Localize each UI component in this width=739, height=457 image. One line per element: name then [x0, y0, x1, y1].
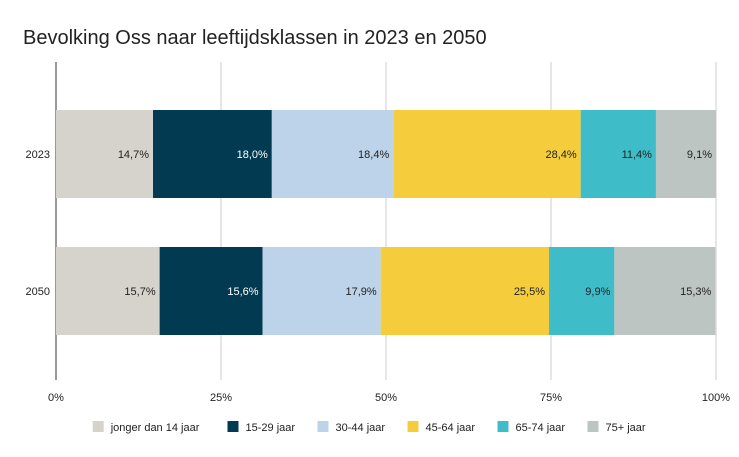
data-label: 11,4% — [622, 149, 653, 161]
legend-swatch — [497, 421, 509, 432]
bar-segment — [549, 247, 615, 335]
data-label: 17,9% — [346, 286, 377, 298]
legend-label: 45-64 jaar — [426, 422, 476, 434]
bar-segment — [580, 110, 656, 198]
bar-segment — [655, 110, 716, 198]
x-tick-label: 0% — [48, 392, 64, 404]
x-tick-label: 25% — [210, 392, 232, 404]
bar-segment — [153, 110, 272, 198]
legend-swatch — [407, 421, 419, 432]
data-label: 28,4% — [545, 149, 576, 161]
legend-swatch — [92, 421, 104, 432]
bar-segment — [56, 110, 154, 198]
bar-segment — [56, 247, 160, 335]
legend-swatch — [227, 421, 239, 432]
data-label: 15,6% — [227, 286, 258, 298]
data-label: 9,9% — [585, 286, 610, 298]
legend-swatch — [587, 421, 599, 432]
bar-segment — [262, 247, 381, 335]
legend-label: 15-29 jaar — [246, 422, 296, 434]
x-tick-label: 100% — [702, 392, 730, 404]
bar-segment — [393, 110, 581, 198]
bar-segment — [380, 247, 550, 335]
legend-label: 65-74 jaar — [516, 422, 566, 434]
legend-label: 75+ jaar — [606, 422, 646, 434]
data-label: 15,3% — [680, 286, 711, 298]
data-label: 18,0% — [237, 149, 268, 161]
legend-swatch — [317, 421, 329, 432]
chart-title: Bevolking Oss naar leeftijdsklassen in 2… — [23, 27, 487, 49]
legend-label: jonger dan 14 jaar — [110, 422, 200, 434]
data-label: 18,4% — [358, 149, 389, 161]
y-tick-label: 2023 — [26, 149, 50, 161]
bar-segment — [614, 247, 716, 335]
data-label: 15,7% — [124, 286, 155, 298]
data-label: 9,1% — [687, 149, 712, 161]
data-label: 14,7% — [118, 149, 149, 161]
x-tick-label: 75% — [540, 392, 562, 404]
bar-segment — [271, 110, 394, 198]
y-tick-label: 2050 — [26, 286, 50, 298]
legend-label: 30-44 jaar — [336, 422, 386, 434]
bar-segment — [159, 247, 263, 335]
data-label: 25,5% — [514, 286, 545, 298]
x-tick-label: 50% — [375, 392, 397, 404]
